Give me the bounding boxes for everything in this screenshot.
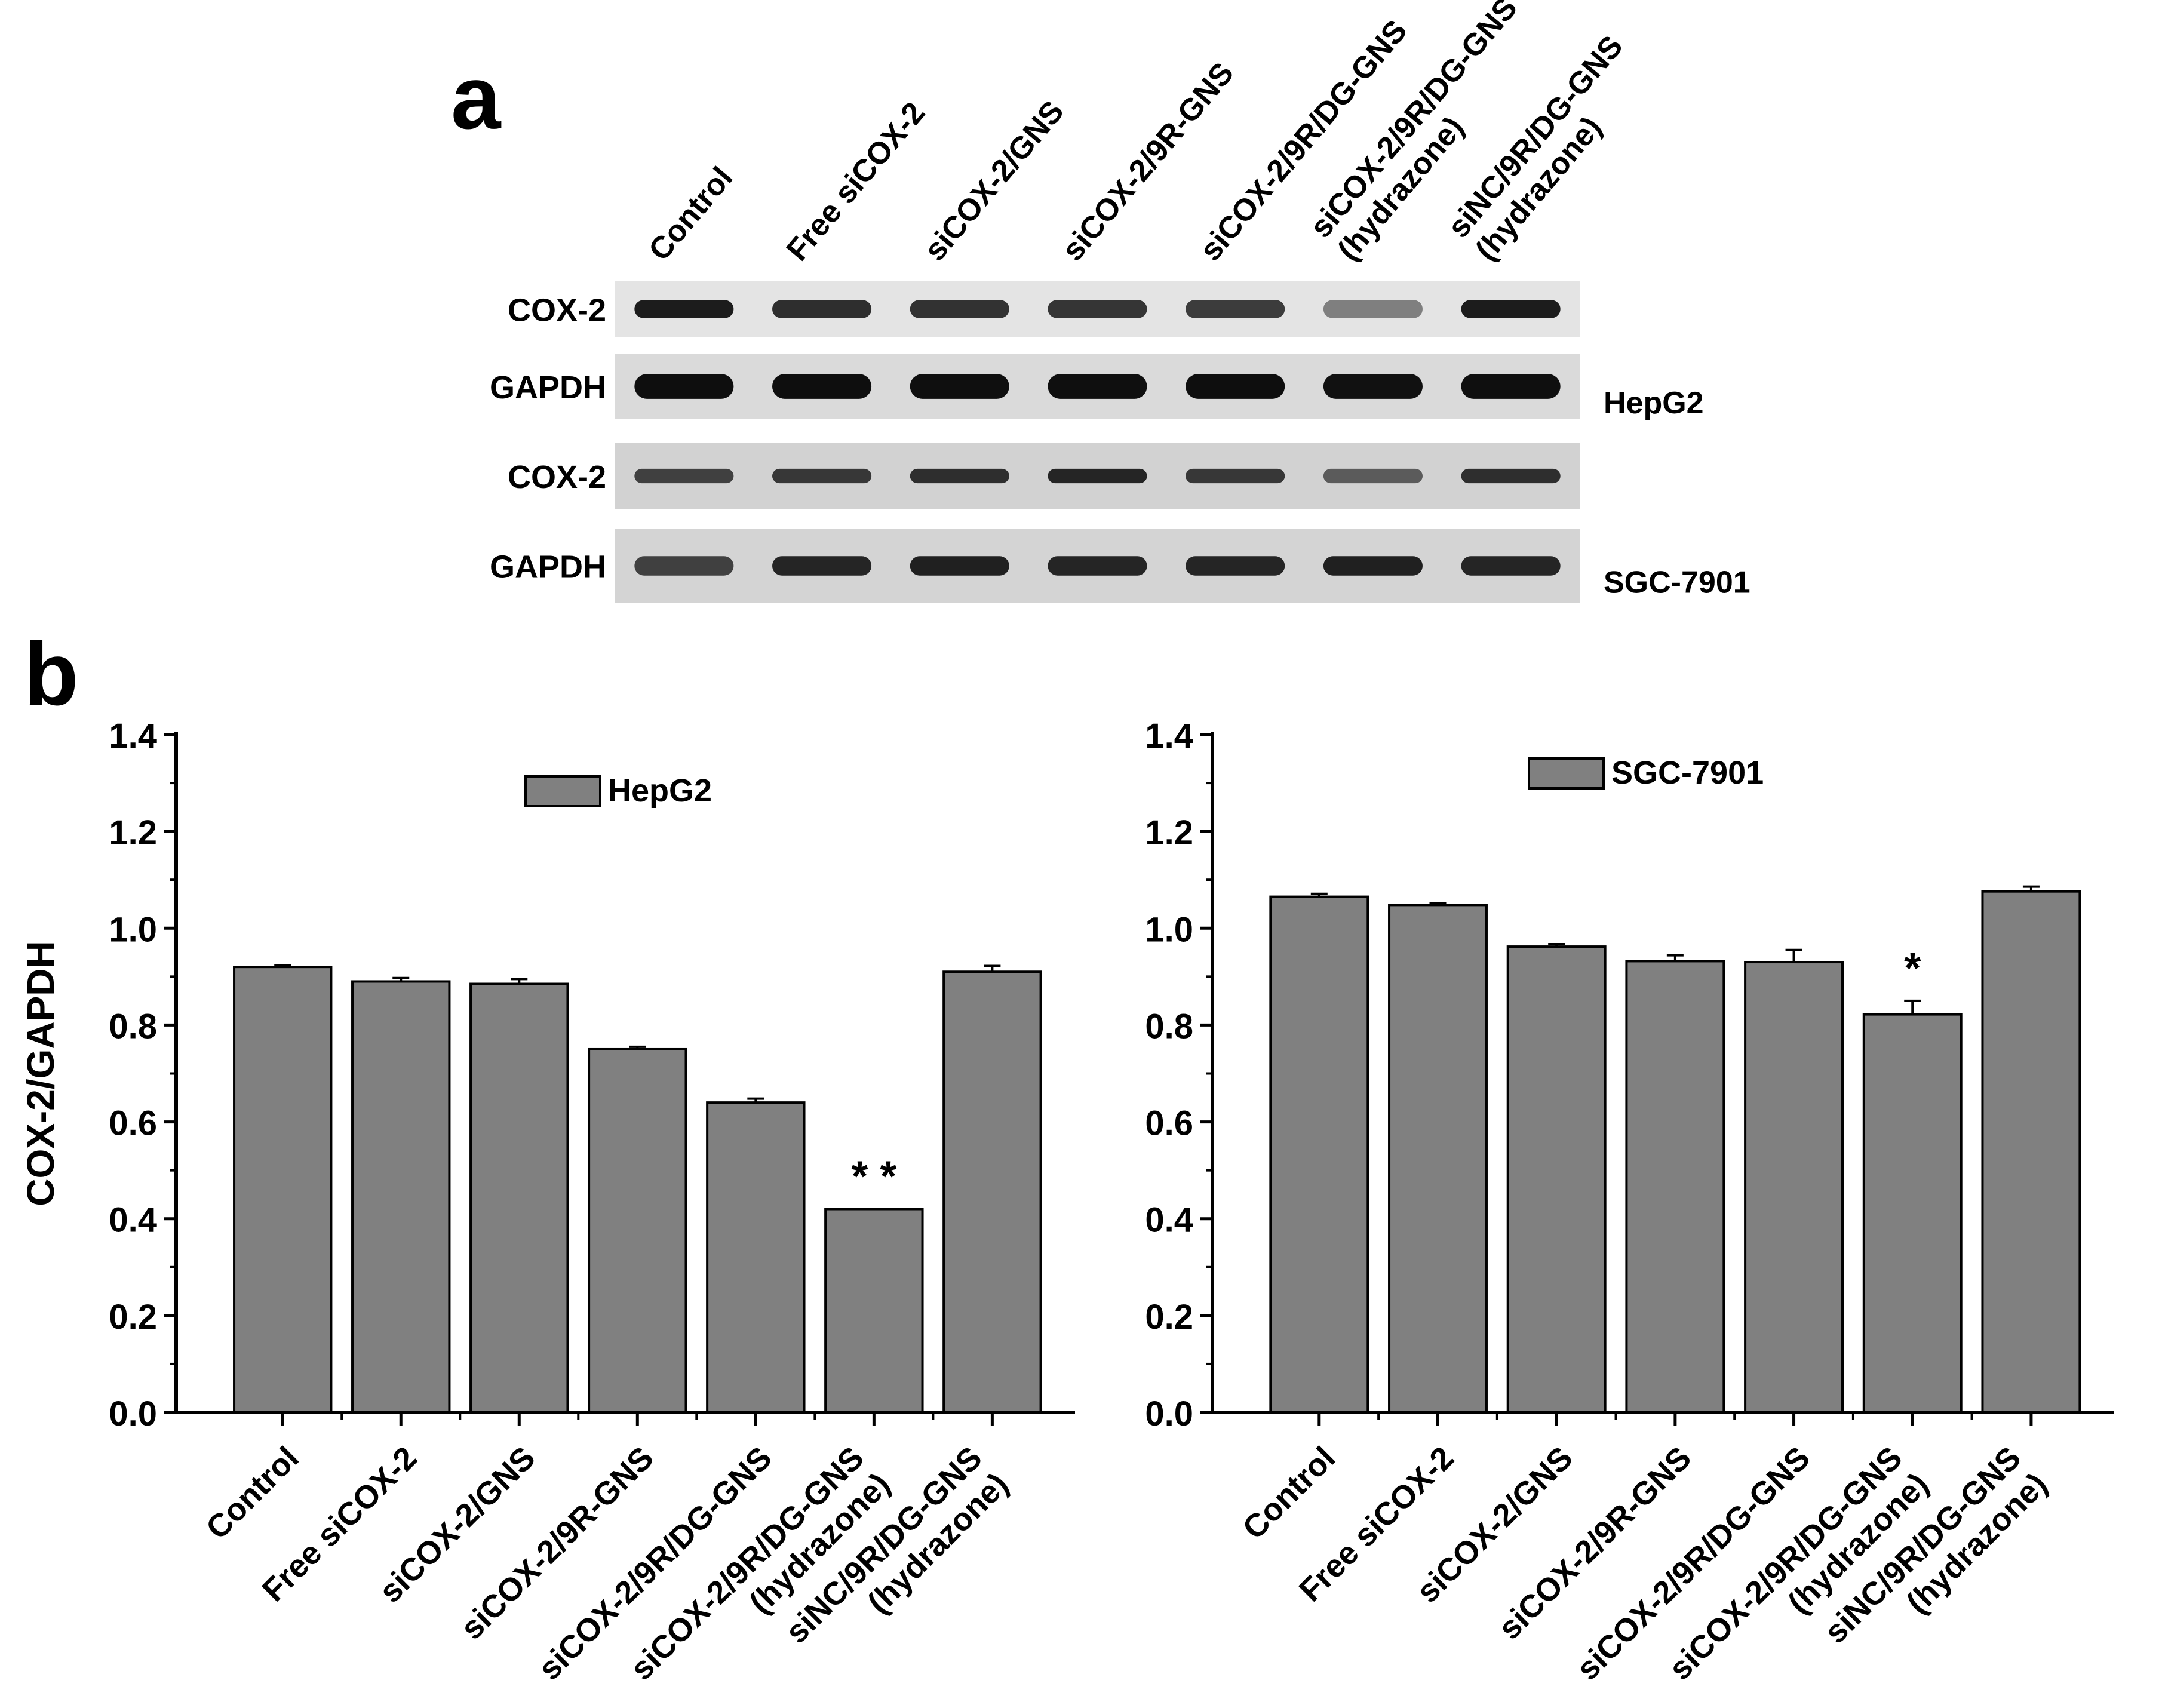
- blot-band: [1461, 374, 1561, 399]
- bar: [1744, 961, 1844, 1414]
- hepg2-bar-chart: 0.0 0.2 0.4 0.6 0.8 1.0 1.2 1.4 COX-2/GAPDH Contr…: [19, 717, 1075, 1687]
- legend-label: HepG2: [608, 773, 712, 809]
- y-axis-label: COX-2/GAPDH: [19, 941, 62, 1206]
- bar: [706, 1101, 806, 1414]
- blot-band: [1323, 300, 1423, 318]
- blot-band: [772, 556, 872, 576]
- y-tick-label: 0.2: [1145, 1298, 1193, 1337]
- y-tick-label: 0.2: [109, 1298, 157, 1337]
- lane-label: siCOX-2/GNS: [918, 94, 1071, 268]
- blot-band: [910, 374, 1009, 399]
- blot-band: [910, 468, 1009, 484]
- lane-label: Free siCOX-2: [780, 96, 932, 267]
- y-tick-label: 1.2: [109, 813, 157, 852]
- legend-label: SGC-7901: [1611, 755, 1764, 791]
- blot-band: [1461, 300, 1561, 318]
- x-tick-label: Control: [199, 1440, 306, 1546]
- bar: [1981, 890, 2081, 1414]
- blot-band: [1323, 556, 1423, 576]
- blot-band: [772, 300, 872, 318]
- bar: [1269, 895, 1369, 1414]
- y-tick-label: 1.0: [109, 910, 157, 949]
- bar: [351, 980, 451, 1414]
- blot-band: [634, 374, 734, 399]
- y-tick-label: 1.0: [1145, 910, 1193, 949]
- blot-band: [910, 300, 1009, 318]
- bar: [1625, 960, 1725, 1414]
- blot-band: [634, 556, 734, 576]
- y-tick-label: 1.4: [109, 717, 157, 755]
- panel-a-letter: a: [451, 47, 502, 148]
- blot-band: [1461, 556, 1561, 576]
- x-tick-label: Control: [1236, 1440, 1342, 1546]
- bar: [469, 982, 569, 1414]
- blot-band: [1048, 468, 1147, 484]
- blot-band: [1323, 468, 1423, 484]
- legend-swatch: [524, 775, 601, 807]
- blot-band: [1048, 300, 1147, 318]
- lane-label: Control: [642, 161, 739, 268]
- y-tick-label: 0.6: [1145, 1104, 1193, 1143]
- blot-cell-line-label: HepG2: [1604, 386, 1704, 420]
- blot-band: [634, 468, 734, 484]
- blot-protein-label: GAPDH: [490, 549, 606, 585]
- bar: [588, 1047, 687, 1414]
- blot-band: [910, 556, 1009, 576]
- y-tick-label: 0.8: [1145, 1007, 1193, 1046]
- blot-protein-label: COX-2: [508, 293, 606, 328]
- bar: [1506, 945, 1607, 1414]
- blot-band: [1048, 556, 1147, 576]
- y-tick-label: 0.4: [109, 1201, 157, 1240]
- western-blot-panel: Control Free siCOX-2siCOX-2/GNSsiCOX-2/9R…: [490, 0, 1750, 603]
- y-tick-label: 0.0: [1145, 1394, 1193, 1433]
- x-tick-label: siCOX-2/9R-GNS: [454, 1440, 661, 1646]
- significance-marker: * *: [851, 1153, 896, 1201]
- bar: [1388, 904, 1488, 1414]
- panel-b-letter: b: [24, 623, 79, 724]
- significance-marker: *: [1904, 945, 1921, 993]
- y-tick-label: 1.4: [1145, 717, 1193, 755]
- blot-cell-line-label: SGC-7901: [1604, 566, 1750, 600]
- blot-protein-label: COX-2: [508, 459, 606, 495]
- blot-band: [634, 300, 734, 318]
- blot-band: [1186, 556, 1285, 576]
- bar: [942, 970, 1042, 1414]
- blot-band: [1048, 374, 1147, 399]
- bar: [233, 966, 333, 1414]
- bar: [1862, 1013, 1963, 1414]
- y-tick-label: 0.4: [1145, 1201, 1193, 1240]
- blot-band: [1323, 374, 1423, 399]
- blot-band: [772, 374, 872, 399]
- blot-protein-label: GAPDH: [490, 370, 606, 406]
- blot-band: [1461, 468, 1561, 484]
- y-tick-label: 0.6: [109, 1104, 157, 1143]
- blot-band: [1186, 468, 1285, 484]
- bar: [824, 1208, 924, 1414]
- blot-band: [1186, 300, 1285, 318]
- legend-swatch: [1528, 757, 1605, 790]
- y-tick-label: 0.8: [109, 1007, 157, 1046]
- blot-band: [772, 468, 872, 484]
- y-tick-label: 0.0: [109, 1394, 157, 1433]
- blot-band: [1186, 374, 1285, 399]
- y-tick-label: 1.2: [1145, 813, 1193, 852]
